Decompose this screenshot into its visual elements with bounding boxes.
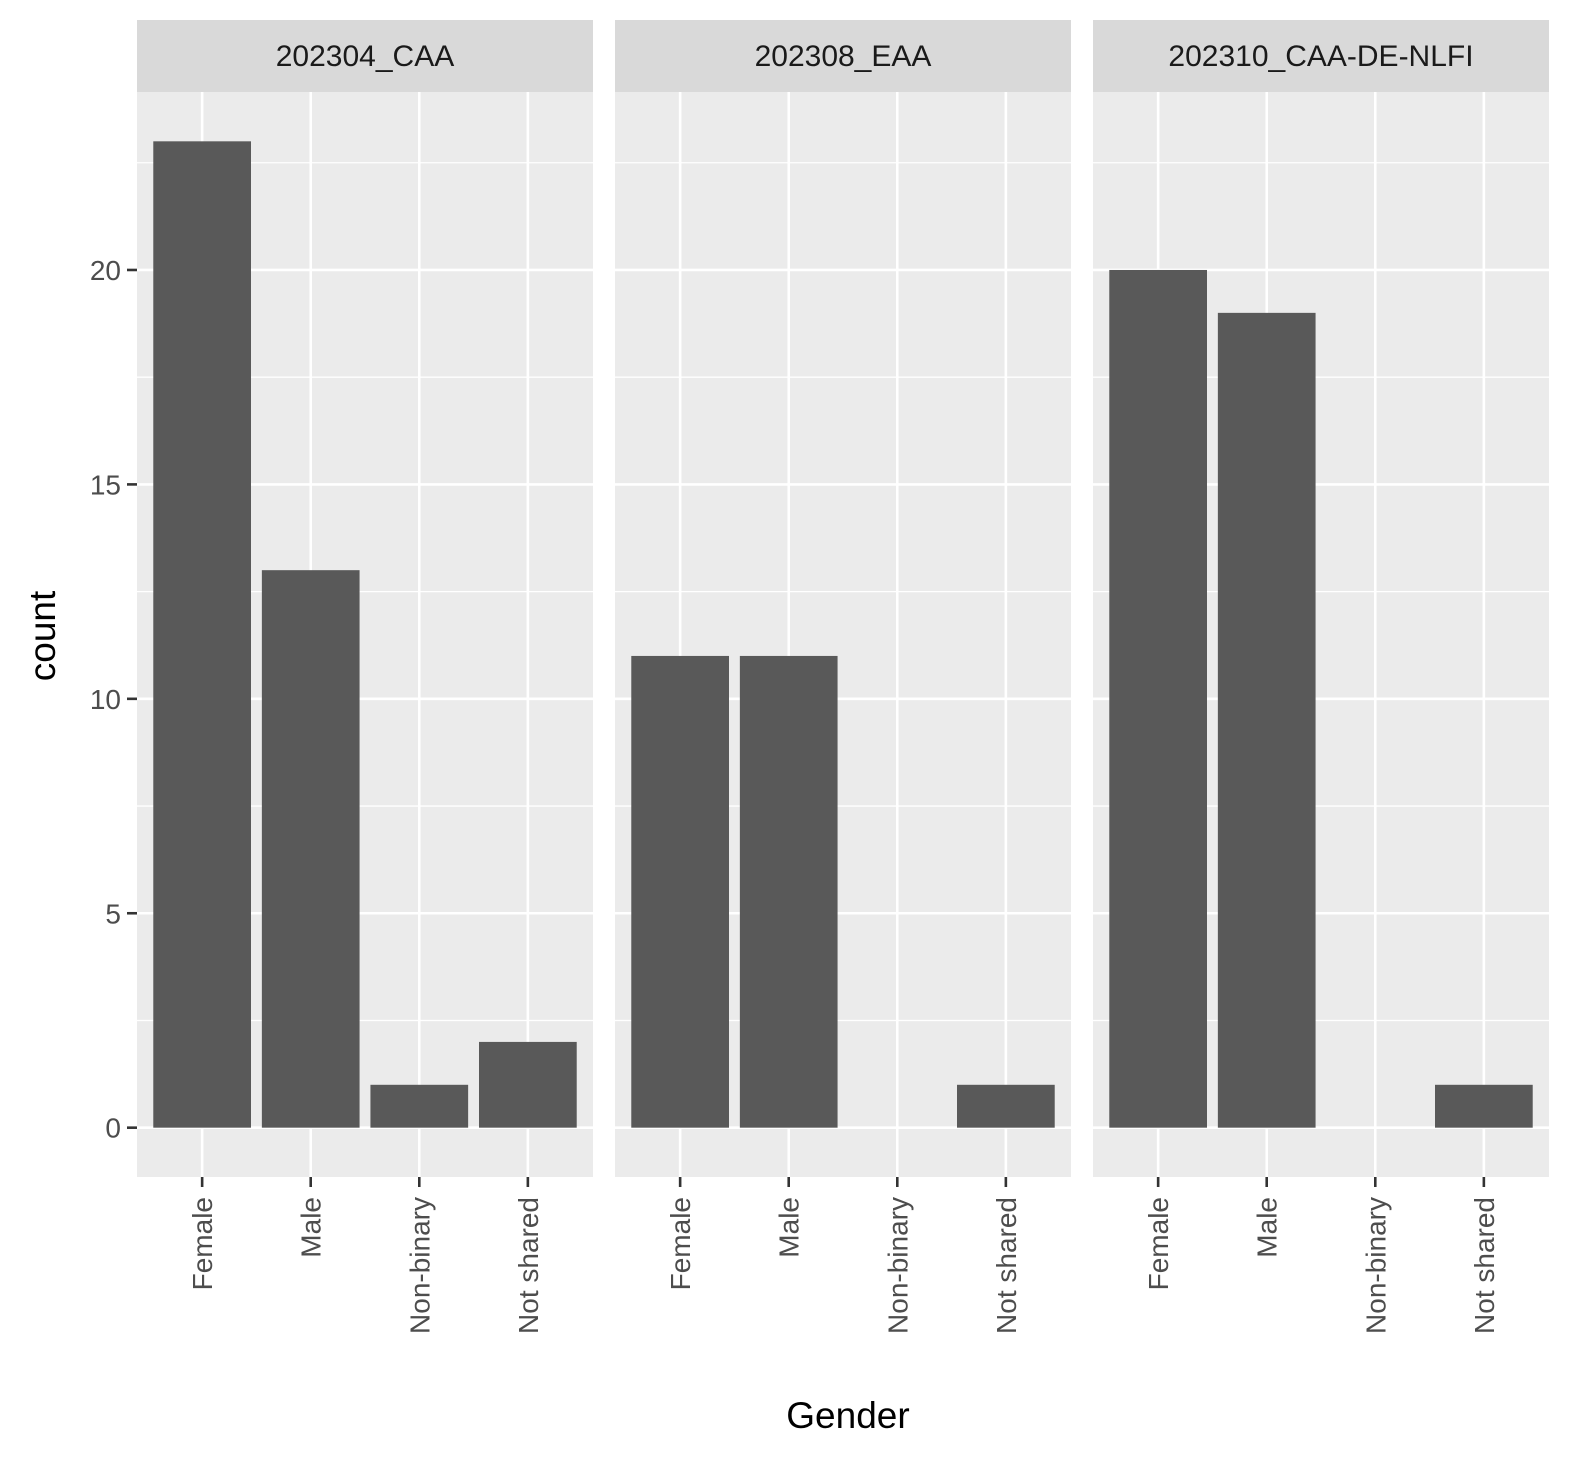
bar	[1217, 312, 1316, 1128]
panel-2: 202308_EAA Female Male Non-binary Not shared	[615, 20, 1071, 1334]
y-tick-label: 5	[105, 898, 121, 929]
chart-panels: 202304_CAA Female Male Non-binary Not shared…	[137, 20, 1549, 1334]
bar	[153, 141, 251, 1128]
x-tick-label: Male	[774, 1197, 805, 1258]
x-tick-label: Female	[187, 1197, 218, 1290]
x-tick-label: Not shared	[1469, 1197, 1500, 1334]
x-tick-label: Non-binary	[1360, 1197, 1391, 1334]
bar	[739, 655, 838, 1128]
bar	[631, 655, 729, 1128]
bar	[1435, 1084, 1533, 1128]
x-tick-label: Non-binary	[882, 1197, 913, 1334]
x-tick-label: Not shared	[991, 1197, 1022, 1334]
x-tick-label: Male	[296, 1197, 327, 1258]
x-tick-label: Not shared	[513, 1197, 544, 1334]
y-tick-label: 0	[105, 1113, 121, 1144]
x-tick-label: Female	[1143, 1197, 1174, 1290]
bar	[479, 1041, 577, 1128]
panel-3: 202310_CAA-DE-NLFI Female Male Non-binary No…	[1093, 20, 1549, 1334]
y-axis: 0 5 10 15 20	[90, 255, 137, 1144]
panel-strip-title: 202308_EAA	[755, 40, 932, 73]
x-axis-title: Gender	[786, 1395, 909, 1436]
panel-strip-title: 202304_CAA	[276, 40, 454, 73]
bar	[957, 1084, 1055, 1128]
y-tick-label: 10	[90, 684, 121, 715]
panel-strip-title: 202310_CAA-DE-NLFI	[1168, 40, 1473, 73]
x-tick-label: Female	[665, 1197, 696, 1290]
bar	[261, 570, 360, 1128]
y-tick-label: 20	[90, 255, 121, 286]
panel-strip	[1093, 20, 1549, 92]
bar	[1109, 269, 1207, 1128]
y-axis-title: count	[22, 590, 63, 681]
x-tick-label: Non-binary	[404, 1197, 435, 1334]
panel-strip	[137, 20, 593, 92]
panel-1: 202304_CAA Female Male Non-binary Not shared	[137, 20, 593, 1334]
x-tick-label: Male	[1252, 1197, 1283, 1258]
y-tick-label: 15	[90, 469, 121, 500]
bar	[370, 1084, 469, 1128]
panel-strip	[615, 20, 1071, 92]
